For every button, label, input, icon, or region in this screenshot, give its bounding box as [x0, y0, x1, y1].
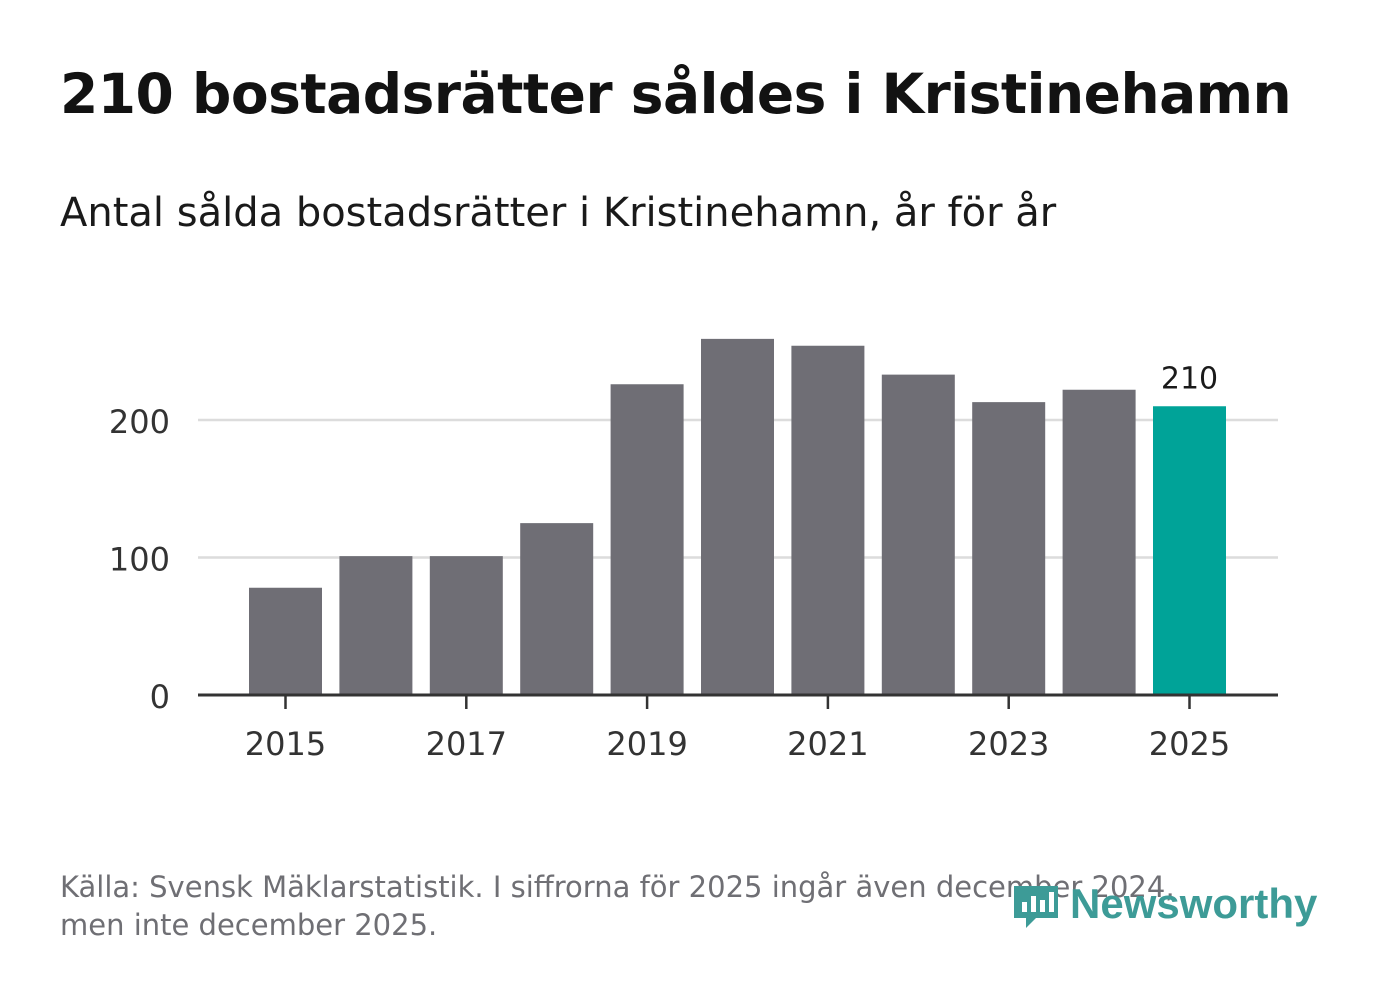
newsworthy-logo[interactable]: Newsworthy [1010, 878, 1317, 930]
bar-2023 [972, 402, 1046, 695]
bar-2022 [881, 374, 955, 695]
bar-2025 [1153, 406, 1226, 695]
x-tick-label-2025: 2025 [1149, 725, 1230, 763]
x-tick-label-2023: 2023 [968, 725, 1049, 763]
y-tick-label-200: 200 [109, 403, 170, 441]
data-label-2025: 210 [1161, 361, 1218, 396]
bar-2017 [429, 556, 503, 695]
newsworthy-logo-icon [1014, 886, 1058, 928]
page-title: 210 bostadsrätter såldes i Kristinehamn [60, 62, 1292, 126]
source-note: Källa: Svensk Mäklarstatistik. I siffror… [60, 868, 1300, 944]
brand-name: Newsworthy [1070, 880, 1318, 927]
bar-2020 [701, 338, 774, 695]
chart-subtitle: Antal sålda bostadsrätter i Kristinehamn… [60, 190, 1057, 236]
bar-2015 [249, 587, 322, 695]
bar-2016 [339, 556, 413, 695]
bar-2021 [791, 345, 865, 695]
y-tick-label-100: 100 [109, 541, 170, 579]
bar-2019 [610, 384, 684, 695]
bar-2018 [520, 523, 594, 695]
x-tick-label-2017: 2017 [426, 725, 507, 763]
bar-2024 [1062, 389, 1136, 695]
source-line-2: men inte december 2025. [60, 908, 438, 942]
x-tick-label-2015: 2015 [245, 725, 326, 763]
x-tick-label-2019: 2019 [606, 725, 687, 763]
source-line-1: Källa: Svensk Mäklarstatistik. I siffror… [60, 870, 1175, 904]
y-tick-label-0: 0 [150, 678, 170, 716]
x-tick-label-2021: 2021 [787, 725, 868, 763]
